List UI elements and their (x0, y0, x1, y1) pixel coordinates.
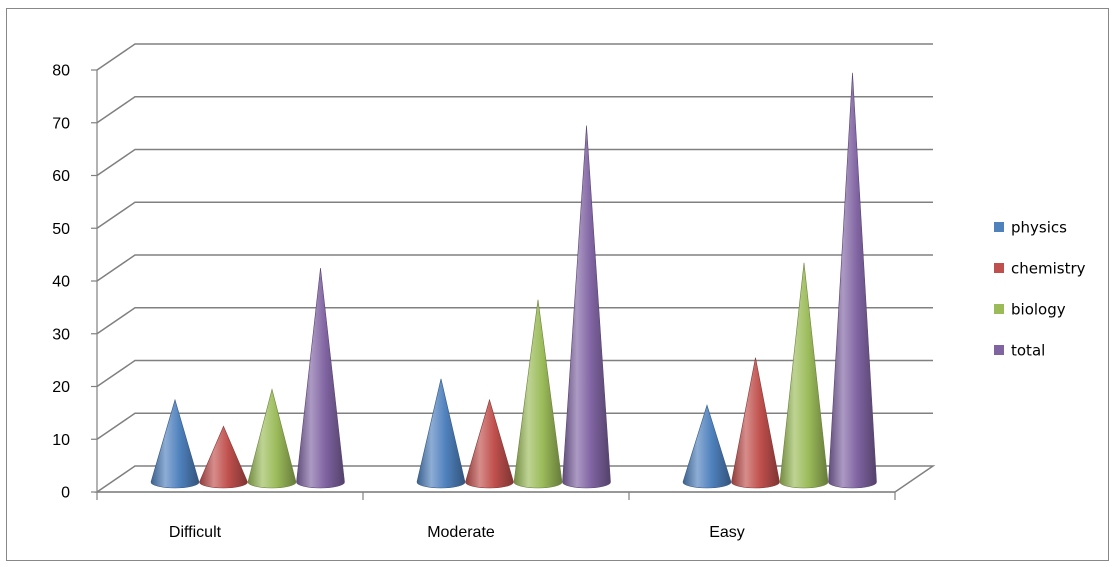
legend-label: total (1011, 342, 1045, 360)
legend-swatch (994, 263, 1004, 273)
cone-total-easy (828, 72, 877, 489)
cone-chemistry-moderate (465, 398, 514, 489)
gridline (96, 359, 933, 388)
cone-physics-easy (682, 404, 732, 489)
gridline (96, 412, 933, 440)
y-tick-label: 70 (52, 115, 70, 132)
x-tick-label: Easy (709, 524, 745, 541)
cone-physics-difficult (150, 398, 200, 489)
y-tick-label: 40 (52, 274, 70, 291)
legend-swatch (994, 304, 1004, 314)
legend-item-chemistry: chemistry (994, 260, 1086, 278)
cone-total-difficult (296, 267, 345, 489)
legend-label: biology (1011, 301, 1066, 319)
y-tick-label: 80 (52, 63, 70, 80)
gridline (96, 148, 933, 177)
y-tick-label: 10 (52, 432, 70, 449)
y-axis-ticks: 0 10 20 30 40 50 60 70 80 (52, 63, 97, 502)
gridline (96, 307, 933, 335)
legend-item-physics: physics (994, 219, 1067, 237)
y-tick-label: 60 (52, 168, 70, 185)
gridline (96, 201, 933, 229)
cone-total-moderate (562, 125, 611, 489)
y-tick-label: 50 (52, 221, 70, 238)
gridline (96, 43, 933, 71)
cone-biology-difficult (247, 388, 297, 489)
legend: physics chemistry biology total (994, 219, 1086, 360)
y-tick-label: 30 (52, 326, 70, 343)
cone-biology-moderate (513, 299, 563, 489)
gridline (96, 96, 933, 124)
legend-label: physics (1011, 219, 1067, 237)
cone-physics-moderate (416, 378, 466, 489)
legend-swatch (994, 345, 1004, 355)
cone-biology-easy (779, 262, 829, 489)
gridlines (96, 43, 933, 440)
y-tick-label: 0 (61, 485, 70, 502)
legend-item-total: total (994, 342, 1045, 360)
x-tick-label: Moderate (427, 524, 495, 541)
legend-label: chemistry (1011, 260, 1086, 278)
legend-item-biology: biology (994, 301, 1066, 319)
legend-swatch (994, 222, 1004, 232)
cone-chemistry-easy (731, 357, 780, 489)
y-tick-label: 20 (52, 379, 70, 396)
gridline (96, 254, 933, 282)
x-tick-label: Difficult (169, 524, 222, 541)
data-cones (150, 72, 877, 489)
cone-chemistry-difficult (199, 425, 248, 489)
x-axis-ticks: Difficult Moderate Easy (96, 492, 896, 541)
